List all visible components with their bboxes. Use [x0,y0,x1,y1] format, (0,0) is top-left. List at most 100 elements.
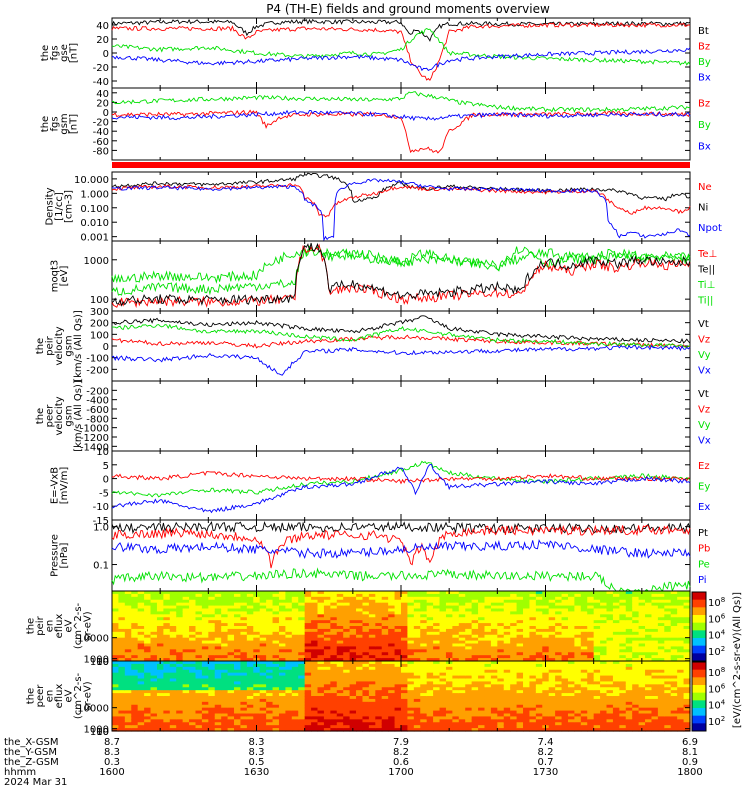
spectrogram-cell [368,637,376,642]
spectrogram-cell [375,728,383,732]
spectrogram-cell [632,596,640,601]
spectrogram-cell [497,634,505,639]
spectrogram-cell [574,628,582,633]
spectrogram-cell [362,640,370,645]
spectrogram-cell [574,713,582,718]
spectrogram-cell [516,696,524,700]
spectrogram-cell [118,596,126,601]
spectrogram-cell [407,684,415,688]
spectrogram-cell [137,704,145,709]
spectrogram-cell [150,728,158,732]
spectrogram-cell [221,649,229,653]
spectrogram-cell [163,634,171,639]
spectrogram-cell [278,704,286,709]
spectrogram-cell [336,707,344,712]
spectrogram-cell [317,675,325,680]
spectrogram-cell [439,620,447,624]
spectrogram-cell [625,693,633,697]
spectrogram-cell [433,599,441,604]
spectrogram-cell [458,593,466,598]
spectrogram-cell [394,643,402,648]
spectrogram-cell [664,719,672,723]
spectrogram-cell [137,623,145,627]
spectrogram-cell [253,704,261,709]
spectrogram-cell [240,637,248,642]
spectrogram-cell [510,605,518,610]
spectrogram-cell [150,684,158,688]
spectrogram-cell [413,675,421,680]
spectrogram-cell [317,614,325,618]
spectrogram-cell [574,669,582,674]
spectrogram-cell [445,614,453,618]
spectrogram-cell [503,608,511,613]
spectrogram-cell [317,710,325,715]
spectrogram-cell [272,596,280,601]
spectrogram-cell [606,643,614,648]
spectrogram-cell [458,722,466,726]
spectrogram-cell [593,637,601,642]
spectrogram-cell [394,649,402,653]
spectrogram-cell [471,602,479,607]
spectrogram-cell [298,617,306,621]
spectrogram-cell [304,643,312,648]
spectrogram-cell [163,602,171,607]
spectrogram-cell [535,716,543,720]
spectrogram-cell [118,640,126,645]
spectrogram-cell [272,605,280,610]
spectrogram-cell [664,634,672,639]
spectrogram-cell [677,617,685,621]
spectrogram-cell [304,687,312,691]
spectrogram-cell [600,713,608,718]
spectrogram-cell [234,701,242,706]
spectrogram-cell [478,681,486,685]
spectrogram-cell [593,646,601,650]
spectrogram-cell [112,617,120,621]
spectrogram-cell [625,725,633,729]
spectrogram-cell [471,661,479,665]
spectrogram-cell [124,678,132,683]
spectrogram-cell [561,666,569,671]
spectrogram-cell [407,666,415,671]
spectrogram-cell [555,640,563,645]
spectrogram-cell [150,681,158,685]
series-line-Bx [111,47,691,72]
spectrogram-cell [201,678,209,683]
spectrogram-cell [112,596,120,601]
spectrogram-cell [497,628,505,633]
spectrogram-cell [381,602,389,607]
spectrogram-cell [356,596,364,601]
spectrogram-cell [407,640,415,645]
spectrogram-cell [214,661,222,665]
spectrogram-cell [497,652,505,656]
spectrogram-cell [156,649,164,653]
spectrogram-cell [144,666,152,671]
spectrogram-cell [535,728,543,732]
spectrogram-cell [606,620,614,624]
spectrogram-cell [523,728,531,732]
spectrogram-cell [567,593,575,598]
spectrogram-cell [189,614,197,618]
spectrogram-cell [182,596,190,601]
spectrogram-cell [645,605,653,610]
spectrogram-cell [420,620,428,624]
spectrogram-cell [458,623,466,627]
spectrogram-cell [356,591,364,595]
spectrogram-cell [156,599,164,604]
spectrogram-cell [407,681,415,685]
spectrogram-cell [670,687,678,691]
spectrogram-cell [523,593,531,598]
spectrogram-cell [362,646,370,650]
spectrogram-cell [619,681,627,685]
spectrogram-cell [503,675,511,680]
spectrogram-cell [632,602,640,607]
spectrogram-cell [600,591,608,595]
spectrogram-cell [176,634,184,639]
spectrogram-cell [606,663,614,668]
spectrogram-cell [304,672,312,677]
spectrogram-cell [523,661,531,665]
spectrogram-cell [356,719,364,723]
spectrogram-cell [349,634,357,639]
spectrogram-cell [356,672,364,677]
spectrogram-cell [401,640,409,645]
spectrogram-cell [169,684,177,688]
